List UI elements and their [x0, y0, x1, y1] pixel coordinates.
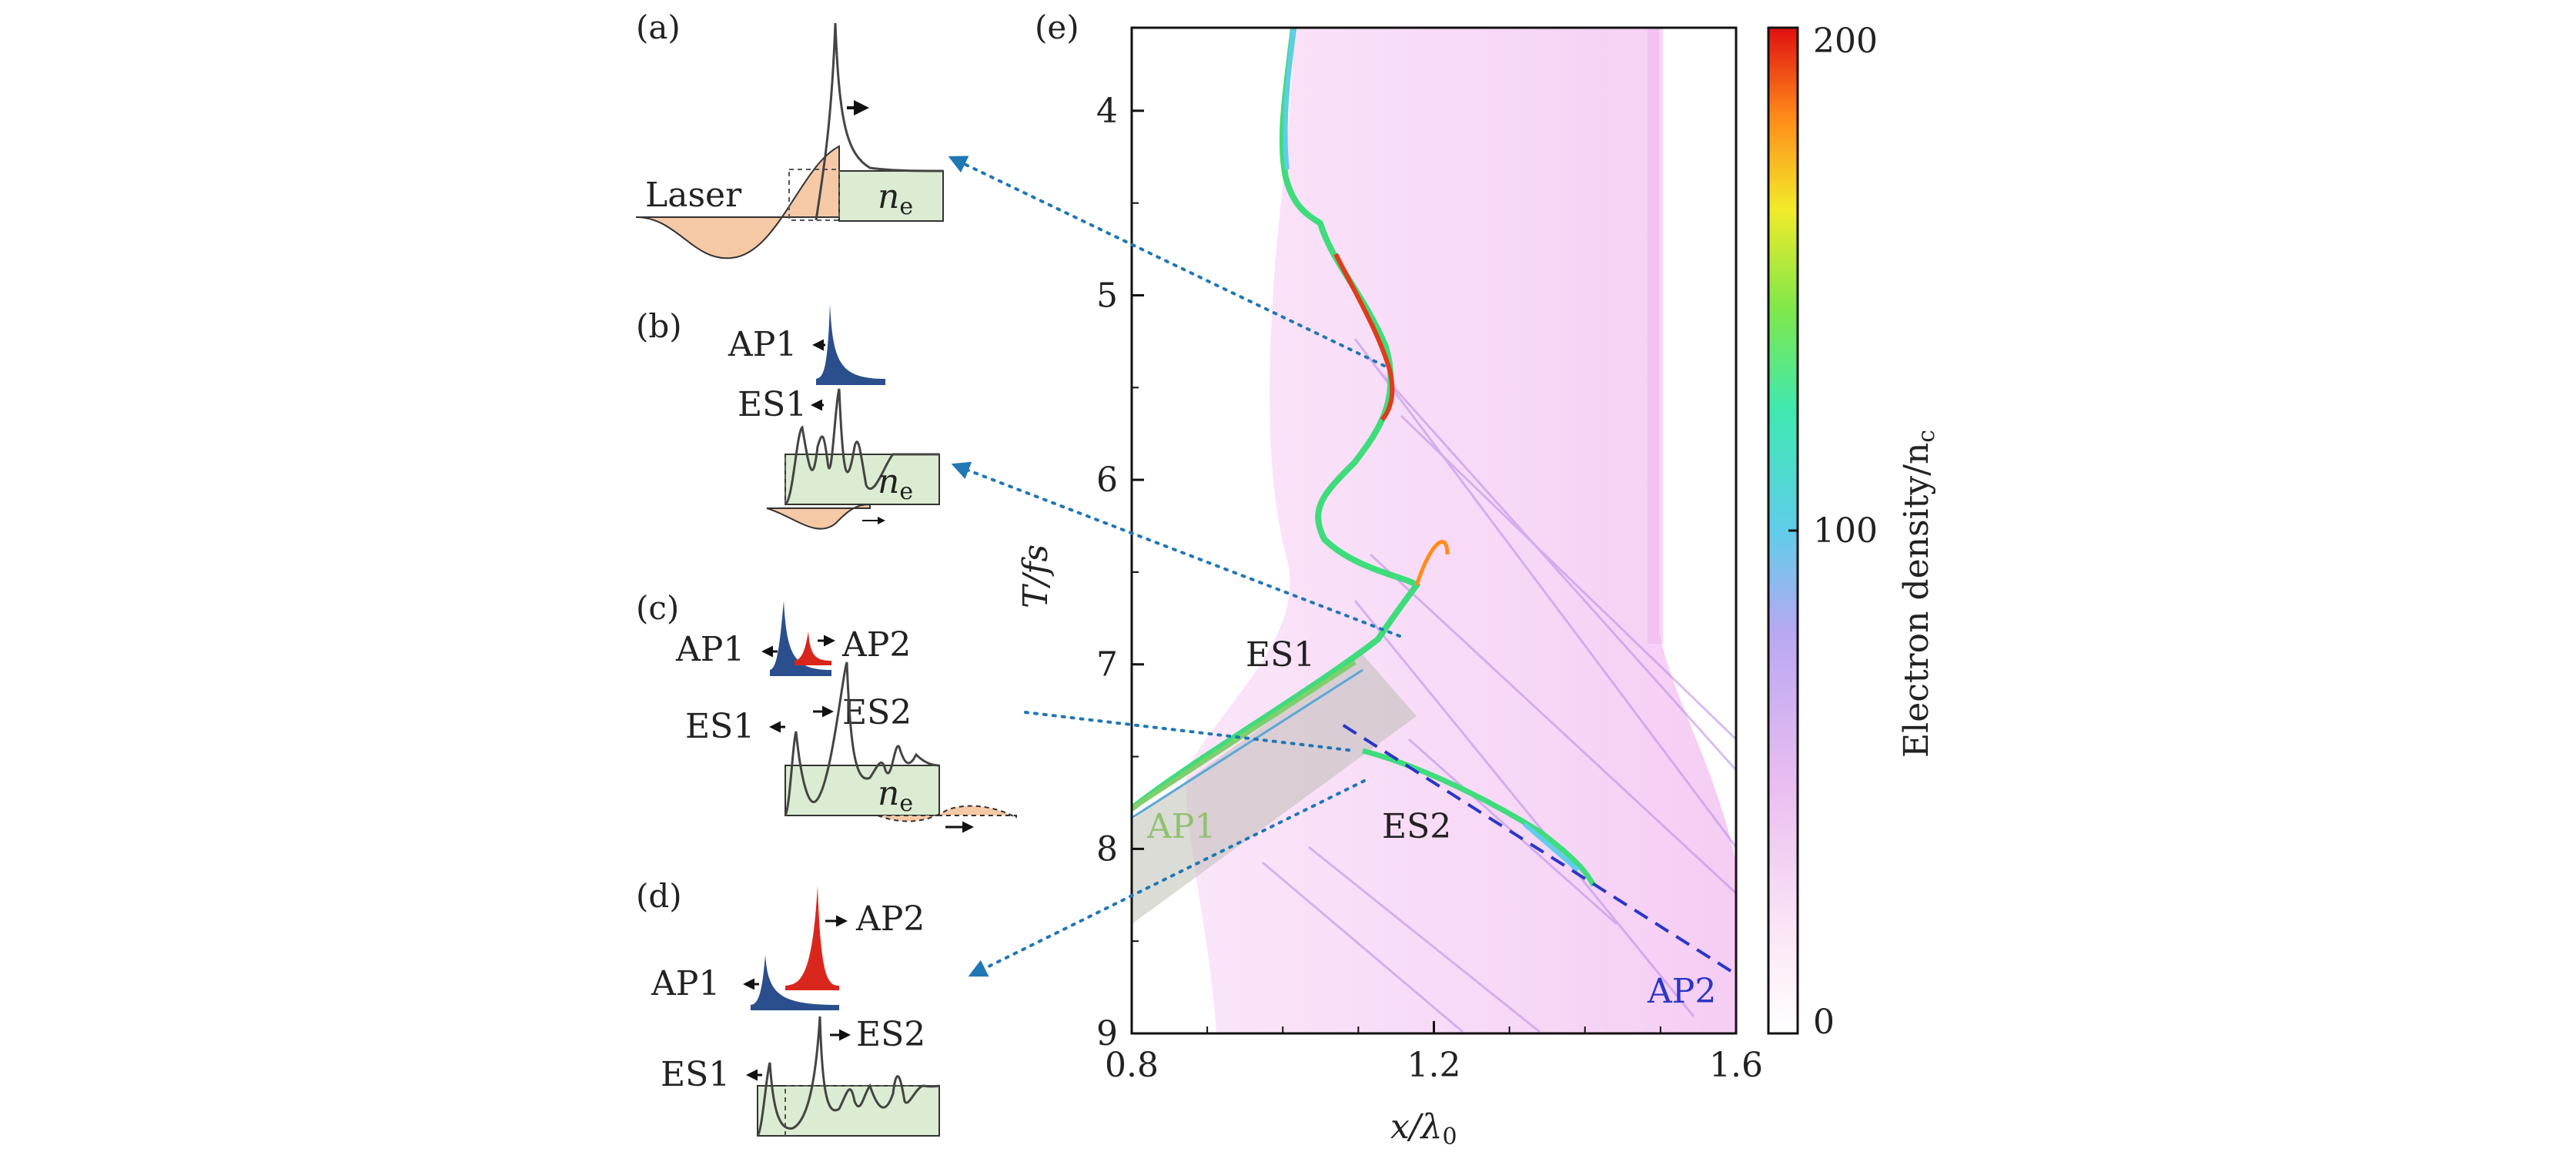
es2-annotation: ES2	[1382, 807, 1451, 846]
density-profile-d	[756, 1016, 940, 1137]
ap1-trajectory	[1132, 660, 1357, 811]
arrow-from-panel-c	[1024, 711, 1357, 752]
x-tick-label: 0.8	[1105, 1046, 1159, 1085]
es2-label-c: ES2	[842, 693, 912, 732]
ap2-pulse-c	[795, 631, 831, 665]
panel-e: (e)	[1016, 8, 1763, 1150]
plasma-target-d	[757, 1085, 940, 1137]
es2-trajectory	[1362, 748, 1597, 887]
ion-band	[1132, 655, 1417, 924]
spike-trajectory	[1132, 28, 1421, 812]
es2-bright-spot	[1523, 822, 1580, 872]
ap1-label-c: AP1	[675, 630, 744, 669]
laser-label: Laser	[645, 176, 742, 215]
colorbar-tick-label: 100	[1813, 511, 1878, 551]
y-tick-label: 9	[1096, 1014, 1118, 1053]
ne-label-a: ne	[878, 177, 913, 220]
panel-c: (c) AP1 AP2 ES1 ES2 ne	[636, 589, 1017, 833]
es1-annotation: ES1	[1246, 635, 1315, 675]
x-tick-label: 1.2	[1407, 1046, 1461, 1085]
density-profile-c	[784, 661, 940, 816]
y-tick-label: 7	[1096, 645, 1118, 685]
panel-b-label: (b)	[636, 307, 682, 345]
colorbar-tick-label: 200	[1813, 22, 1878, 61]
plasma-target-c	[785, 765, 940, 816]
rear-surface-band	[1648, 28, 1663, 644]
panel-d-label: (d)	[636, 877, 682, 915]
y-tick-label: 6	[1096, 460, 1118, 500]
ap1-label-d: AP1	[651, 964, 720, 1003]
x-axis-label: x/λ0	[1390, 1107, 1457, 1150]
ap1-label-b: AP1	[728, 325, 797, 364]
colorbar-label: Electron density/nc	[1897, 430, 1940, 758]
peak-density-ridge	[1333, 253, 1395, 422]
es2-label-d: ES2	[856, 1015, 925, 1054]
colorbar: 0 100 200 Electron density/nc	[1767, 22, 1940, 1042]
ne-label-c: ne	[878, 774, 913, 817]
ap2-pulse-d	[785, 886, 839, 990]
density-profile-b	[784, 388, 939, 506]
early-edge	[1283, 28, 1296, 170]
laser-residual-b	[766, 503, 871, 530]
es1-label-b: ES1	[738, 385, 807, 424]
panel-e-label: (e)	[1035, 8, 1079, 46]
y-tick-label: 8	[1096, 829, 1118, 869]
y-tick-label: 5	[1096, 276, 1118, 315]
x-axis: 0.8 1.2 1.6	[1105, 1021, 1763, 1085]
ap1-pulse-c	[770, 601, 831, 676]
ap1-pulse-b	[816, 304, 885, 385]
ap1-annotation: AP1	[1146, 807, 1216, 846]
colorbar-tick-label: 0	[1813, 1003, 1835, 1042]
panel-b: (b) AP1 ES1 ne	[636, 304, 940, 530]
y-axis-label: T/fs	[1016, 544, 1055, 608]
es1-label-c: ES1	[685, 707, 754, 746]
arrow-to-panel-a	[948, 156, 1386, 367]
density-spike	[815, 22, 944, 221]
panel-a: (a) Laser ne	[635, 8, 944, 260]
laser-waveform	[635, 145, 840, 260]
laser-residual-c	[877, 805, 1017, 822]
y-axis: 4 5 6 7 8 9	[1096, 92, 1144, 1053]
ap2-dashed-line	[1342, 724, 1738, 976]
es1-bifurcation	[1414, 540, 1450, 586]
colorbar-ticks: 0 100 200	[1788, 22, 1878, 1042]
y-tick-label: 4	[1096, 92, 1118, 131]
ne-label-b: ne	[878, 462, 913, 505]
panel-c-label: (c)	[636, 589, 679, 627]
arrow-to-panel-b	[951, 461, 1401, 638]
heatmap-area	[1132, 28, 1736, 1033]
connector-arrows	[948, 156, 1401, 977]
ap1-pulse-d	[751, 955, 839, 1010]
ap2-annotation: AP2	[1647, 972, 1716, 1011]
ap2-label-c: AP2	[841, 625, 911, 665]
es1-label-d: ES1	[661, 1055, 730, 1094]
ap2-label-d: AP2	[855, 899, 925, 939]
ap1-trajectory-2	[1132, 668, 1363, 819]
dashed-edge-d	[785, 1085, 939, 1136]
x-tick-label: 1.6	[1709, 1046, 1763, 1085]
arrow-to-panel-d	[968, 779, 1366, 977]
panel-a-label: (a)	[636, 8, 681, 46]
panel-d: (d) AP1 AP2 ES2 ES1	[636, 877, 940, 1137]
